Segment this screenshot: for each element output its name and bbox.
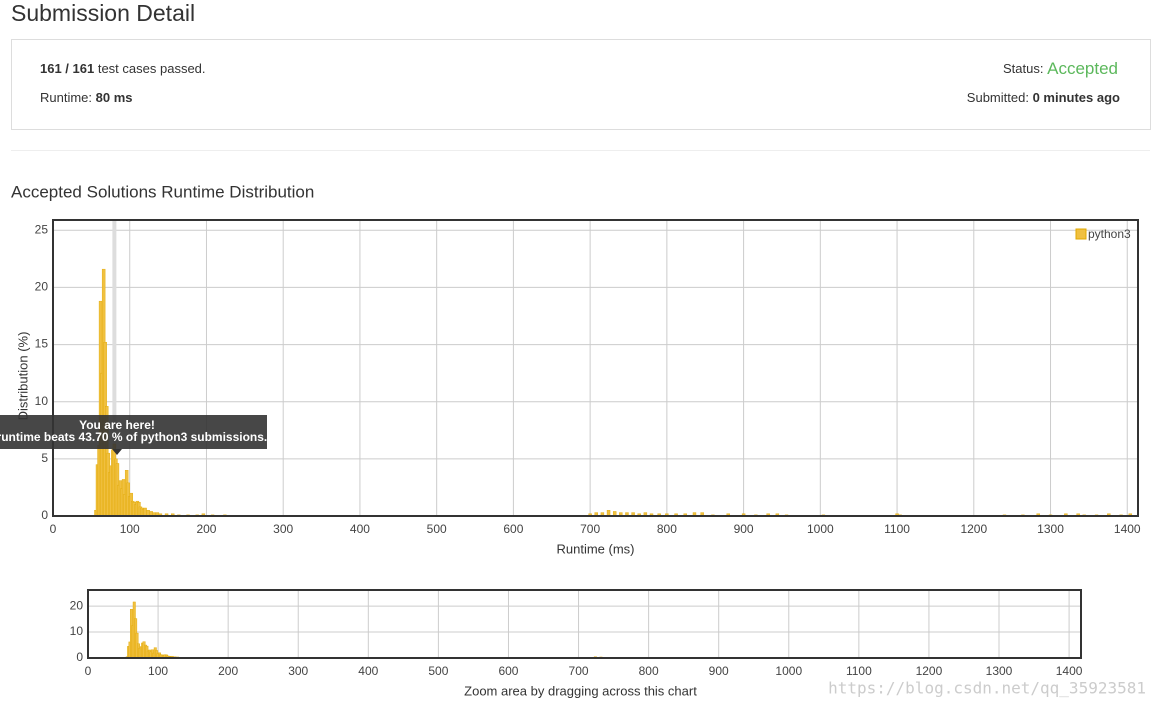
y-axis-label: Distribution (%): [15, 332, 30, 421]
x-tick-label: 0: [50, 522, 57, 536]
runtime: 80 ms: [96, 90, 133, 105]
x-tick-label: 1200: [916, 664, 943, 678]
x-tick-label: 300: [288, 664, 308, 678]
section-title: Accepted Solutions Runtime Distribution: [11, 182, 314, 201]
y-tick-label: 25: [35, 222, 49, 236]
summary-box: [11, 39, 1151, 130]
x-tick-label: 400: [350, 522, 370, 536]
submitted: 0 minutes ago: [1033, 90, 1120, 105]
x-tick-label: 1000: [775, 664, 802, 678]
x-tick-label: 200: [196, 522, 216, 536]
x-tick-label: 600: [498, 664, 518, 678]
x-axis-label: Zoom area by dragging across this chart: [464, 683, 697, 698]
legend-swatch: [1075, 228, 1087, 240]
runtime-line: Runtime: 80 ms: [40, 90, 133, 105]
x-tick-label: 900: [709, 664, 729, 678]
x-tick-label: 0: [85, 664, 92, 678]
x-tick-label: 500: [428, 664, 448, 678]
x-tick-label: 1100: [846, 664, 872, 678]
watermark: https://blog.csdn.net/qq_35923581: [828, 679, 1146, 698]
legend-label: python3: [1088, 227, 1131, 241]
x-tick-label: 1300: [986, 664, 1013, 678]
x-tick-label: 100: [120, 522, 140, 536]
page-title: Submission Detail: [11, 0, 195, 26]
x-axis-label: Runtime (ms): [556, 541, 634, 556]
x-tick-label: 1200: [960, 522, 987, 536]
x-tick-label: 800: [657, 522, 677, 536]
status: Accepted: [1047, 59, 1118, 78]
tooltip-box: [0, 415, 267, 449]
current-runtime-marker: [112, 220, 117, 516]
y-tick-label: 20: [70, 598, 84, 612]
submitted-label: Submitted:: [967, 90, 1029, 105]
cases: 161 / 161: [40, 61, 94, 76]
tooltip-arrow: [112, 449, 122, 455]
y-tick-label: 0: [41, 508, 48, 522]
plot-border: [87, 589, 1082, 659]
x-tick-label: 600: [503, 522, 523, 536]
y-tick-label: 0: [76, 650, 83, 664]
x-tick-label: 800: [639, 664, 659, 678]
x-tick-label: 1400: [1056, 664, 1083, 678]
y-tick-label: 10: [35, 394, 49, 408]
x-tick-label: 1400: [1114, 522, 1141, 536]
tooltip-line2: Your runtime beats 43.70 % of python3 su…: [0, 430, 267, 444]
x-tick-label: 100: [148, 664, 168, 678]
status-label: Status:: [1003, 61, 1043, 76]
x-tick-label: 200: [218, 664, 238, 678]
x-tick-label: 1100: [884, 522, 910, 536]
x-tick-label: 1000: [807, 522, 834, 536]
x-tick-label: 300: [273, 522, 293, 536]
x-tick-label: 700: [580, 522, 600, 536]
bar: [143, 507, 147, 517]
cases-line: 161 / 161 test cases passed.: [40, 61, 206, 76]
status-line: Status: Accepted: [1003, 59, 1118, 78]
x-tick-label: 900: [734, 522, 754, 536]
tooltip: You are here! Your runtime beats 43.70 %…: [0, 415, 267, 455]
y-tick-label: 5: [41, 451, 48, 465]
y-tick-label: 10: [70, 624, 84, 638]
y-tick-label: 15: [35, 337, 49, 351]
y-tick-label: 20: [35, 280, 49, 294]
x-tick-label: 1300: [1037, 522, 1064, 536]
plot-border: [52, 219, 1139, 517]
runtime-label: Runtime:: [40, 90, 92, 105]
x-tick-label: 700: [569, 664, 589, 678]
cases-text: test cases passed.: [98, 61, 206, 76]
submitted-line: Submitted: 0 minutes ago: [967, 90, 1120, 105]
tooltip-line1: You are here!: [79, 418, 155, 432]
x-tick-label: 400: [358, 664, 378, 678]
x-tick-label: 500: [427, 522, 447, 536]
